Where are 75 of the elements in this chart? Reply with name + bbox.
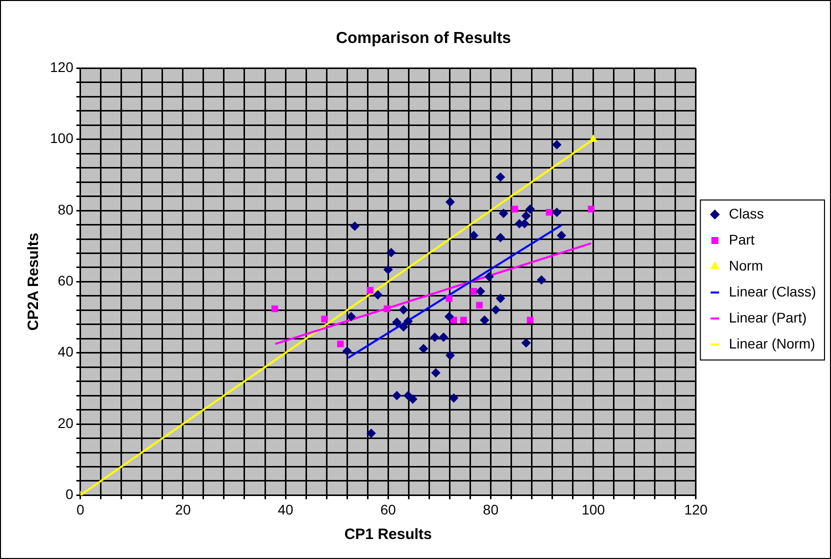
x-tick-label: 80 [482, 501, 499, 518]
point [480, 316, 490, 325]
point [419, 344, 428, 354]
point [469, 230, 478, 240]
y-tick-label: 60 [58, 272, 74, 289]
point [439, 332, 448, 342]
point [476, 286, 485, 296]
legend-label: Linear (Part) [728, 309, 807, 326]
legend-label: Class [728, 205, 764, 222]
y-tick-label: 100 [50, 130, 74, 146]
y-tick-label: 80 [58, 201, 74, 218]
point [399, 322, 408, 332]
point [342, 346, 352, 356]
point [522, 211, 531, 220]
point [404, 316, 413, 326]
legend-label: Linear (Norm) [728, 335, 816, 352]
point [446, 350, 455, 360]
point [366, 286, 374, 294]
point [526, 316, 534, 324]
point [384, 265, 393, 274]
point [552, 208, 562, 217]
point [431, 368, 440, 378]
point [373, 290, 382, 300]
point [589, 134, 598, 142]
x-tick-label: 120 [684, 501, 708, 518]
point [526, 204, 535, 214]
point [386, 248, 396, 258]
point [271, 305, 278, 312]
legend-label: Part [728, 231, 755, 248]
legend-label: Norm [728, 257, 764, 274]
point [552, 140, 562, 150]
legend-label: Linear (Class) [728, 283, 816, 300]
point [444, 312, 454, 322]
point [430, 332, 440, 342]
x-tick-label: 100 [582, 501, 606, 518]
point [446, 197, 455, 206]
point [496, 172, 505, 182]
point [536, 275, 546, 284]
y-tick-label: 0 [66, 486, 74, 502]
point [346, 312, 356, 322]
point [446, 295, 452, 302]
x-tick-label: 20 [175, 501, 191, 518]
point [449, 394, 458, 403]
y-axis-title: CP2A Results [25, 232, 42, 331]
point [491, 305, 500, 314]
y-tick-label: 120 [50, 59, 74, 76]
point [384, 305, 390, 312]
point [404, 391, 413, 400]
point [484, 272, 494, 282]
y-tick-label: 40 [58, 344, 74, 360]
point [556, 230, 566, 240]
point [496, 233, 505, 242]
point [470, 288, 478, 295]
point [399, 305, 408, 314]
point [392, 391, 402, 400]
point [496, 294, 505, 303]
point [546, 208, 552, 216]
point [392, 318, 402, 327]
point [522, 338, 531, 348]
point [408, 394, 418, 404]
y-tick-label: 20 [58, 414, 74, 431]
point [476, 302, 483, 309]
point [321, 316, 328, 322]
chart-title: Comparison of Results [336, 30, 512, 48]
point [511, 206, 518, 212]
point [337, 340, 344, 348]
point [460, 316, 467, 324]
x-axis-title: CP1 Results [344, 526, 432, 544]
point [588, 206, 595, 212]
x-tick-label: 40 [278, 501, 294, 518]
point [366, 428, 376, 438]
point [350, 222, 360, 231]
x-tick-label: 60 [380, 501, 396, 518]
point [499, 208, 508, 218]
x-tick-label: 0 [76, 501, 84, 518]
